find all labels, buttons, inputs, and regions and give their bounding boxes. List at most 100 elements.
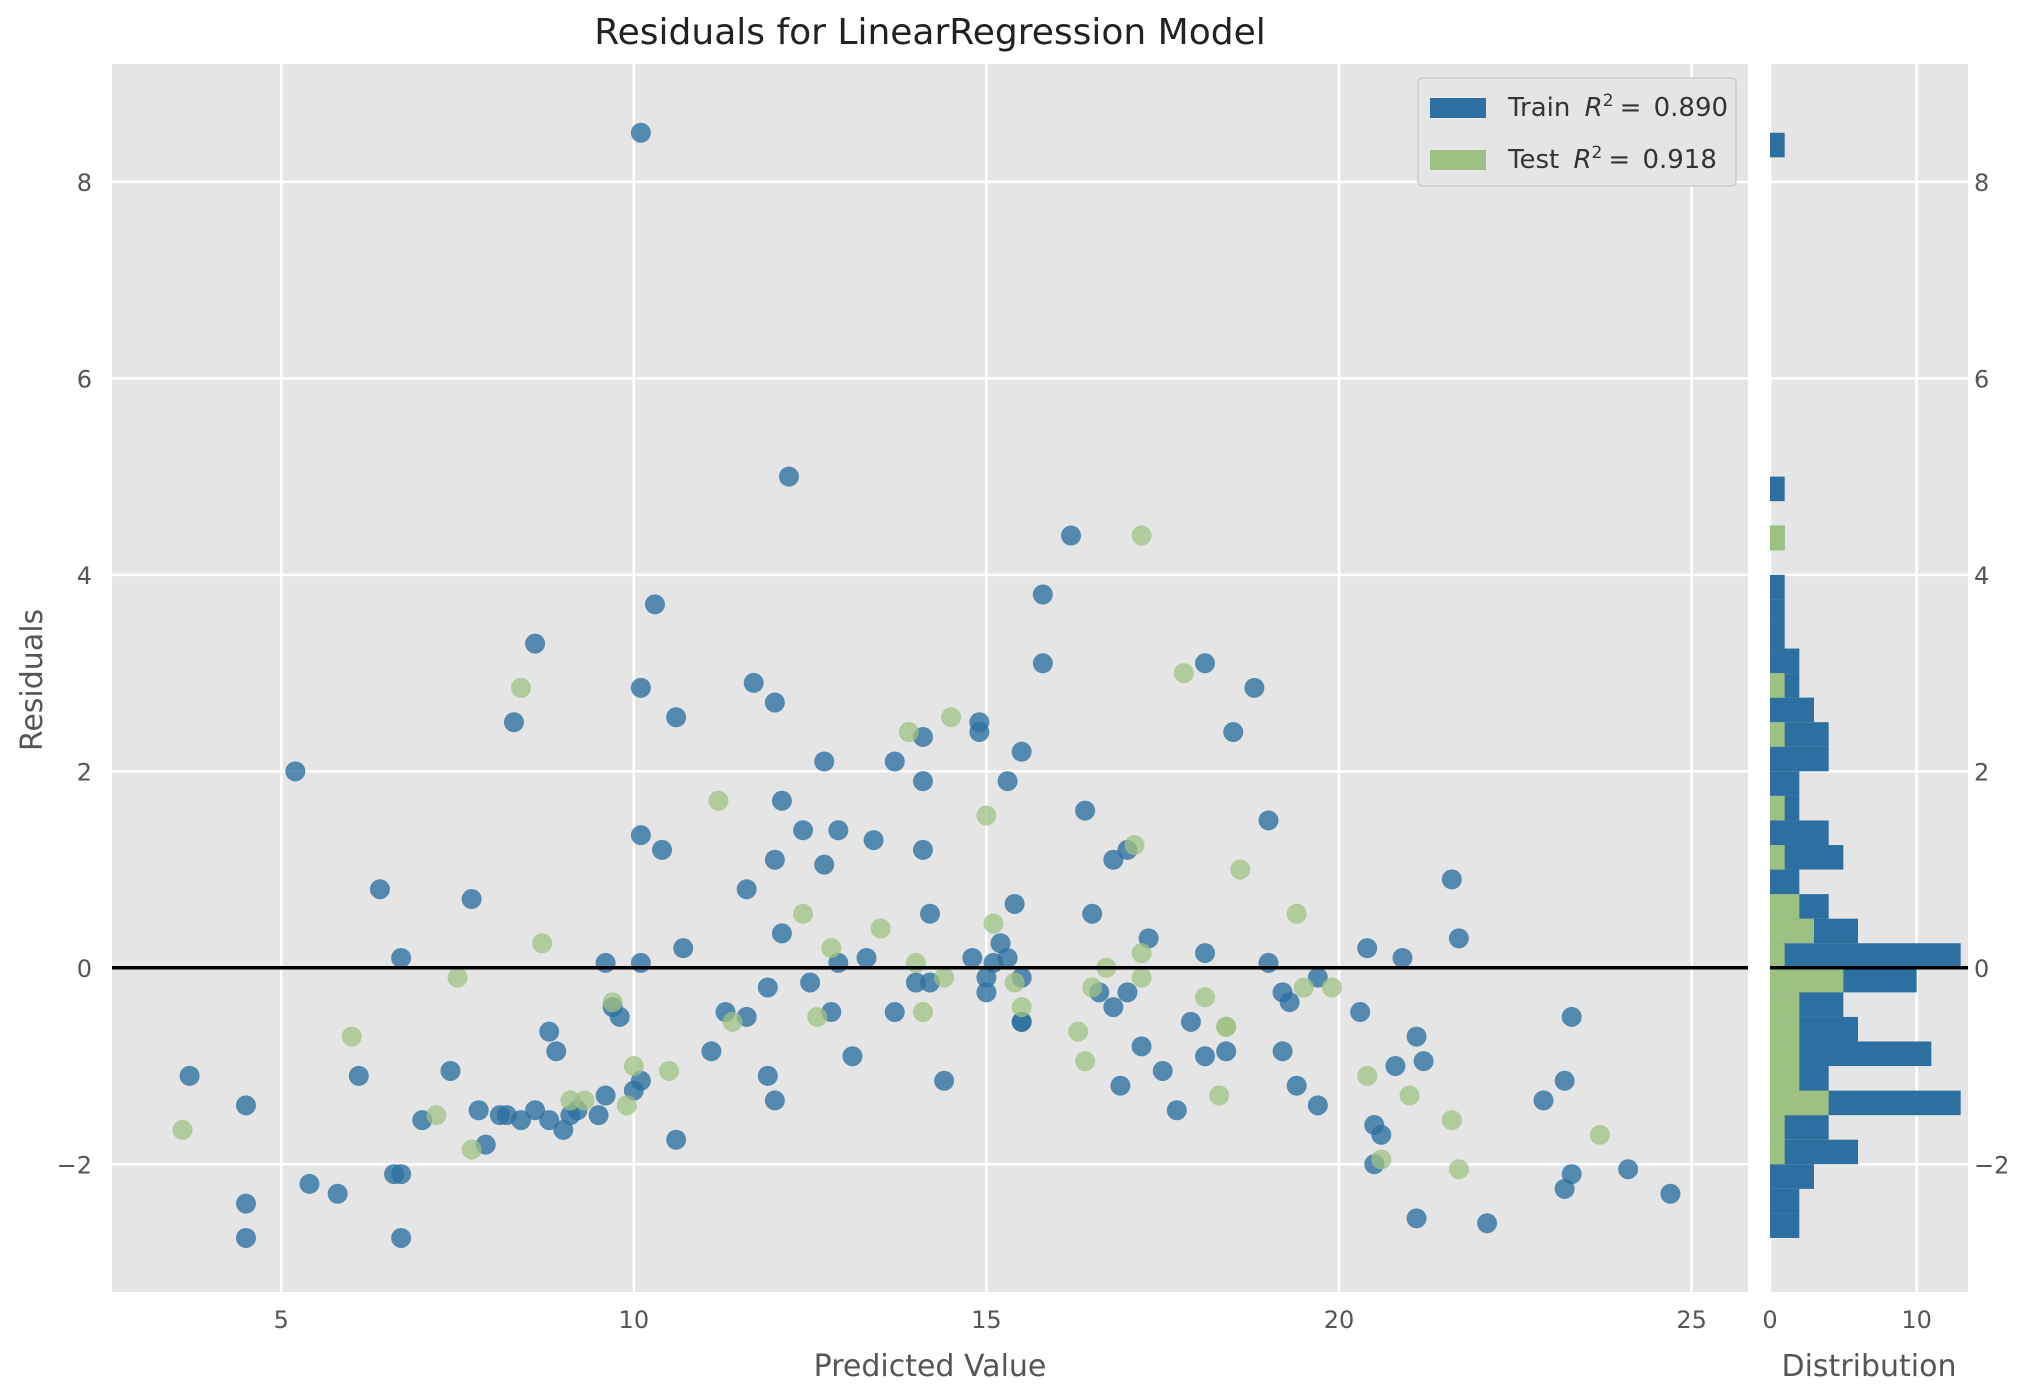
test-point	[574, 1090, 595, 1111]
train-point	[1061, 525, 1082, 546]
histogram-tick-labels: 0 10 −2 0 2 4 6 8	[1762, 169, 2009, 1334]
train-point	[391, 1227, 412, 1248]
train-point	[962, 947, 983, 968]
test-point	[1195, 987, 1216, 1008]
test-point	[1371, 1149, 1392, 1170]
y-axis-label: Residuals	[15, 609, 50, 751]
histogram-bars	[1770, 132, 1961, 1238]
test-point	[934, 967, 955, 988]
test-point	[1293, 977, 1314, 998]
train-point	[863, 830, 884, 851]
train-point	[771, 923, 792, 944]
test-point	[941, 707, 962, 728]
test-point	[1441, 1110, 1462, 1131]
test-histogram-bar	[1770, 795, 1785, 821]
train-point	[912, 839, 933, 860]
train-histogram-bar	[1770, 820, 1829, 846]
train-point	[1223, 722, 1244, 743]
test-histogram-bar	[1770, 1066, 1800, 1091]
test-histogram-bar	[1770, 1090, 1829, 1116]
train-point	[1258, 952, 1279, 973]
test-point	[912, 1002, 933, 1023]
train-point	[525, 1100, 546, 1121]
test-point	[1068, 1021, 1089, 1042]
train-point	[235, 1095, 256, 1116]
test-point	[532, 933, 553, 954]
test-histogram-bar	[1770, 1139, 1785, 1165]
legend-box	[1417, 77, 1737, 187]
train-point	[757, 1065, 778, 1086]
train-histogram-bar	[1770, 869, 1800, 895]
train-point	[440, 1060, 461, 1081]
train-point	[793, 820, 814, 841]
train-point	[743, 672, 764, 693]
test-point	[447, 967, 468, 988]
train-histogram-bar	[1770, 746, 1829, 772]
train-point	[814, 854, 835, 875]
train-point	[666, 707, 687, 728]
hist-y-tick-label: 6	[1974, 365, 1989, 393]
test-point	[821, 938, 842, 959]
train-point	[285, 761, 306, 782]
train-point	[179, 1065, 200, 1086]
test-point	[1448, 1159, 1469, 1180]
train-point	[764, 849, 785, 870]
test-point	[1082, 977, 1103, 998]
train-point	[1554, 1178, 1575, 1199]
train-point	[856, 947, 877, 968]
train-point	[630, 677, 651, 698]
train-point	[1392, 947, 1413, 968]
train-histogram-bar	[1770, 1164, 1814, 1189]
train-point	[235, 1227, 256, 1248]
train-point	[1152, 1060, 1173, 1081]
train-point	[701, 1041, 722, 1062]
test-histogram-bar	[1770, 673, 1785, 698]
legend-test-r2: 0.918	[1642, 145, 1716, 175]
test-point	[616, 1095, 637, 1116]
y-tick-label: −2	[57, 1151, 92, 1179]
legend-swatch-train	[1430, 98, 1486, 118]
test-point	[1131, 967, 1152, 988]
test-histogram-bar	[1770, 918, 1814, 944]
train-point	[1032, 653, 1053, 674]
train-histogram-bar	[1770, 476, 1785, 502]
test-point	[1589, 1124, 1610, 1145]
train-point	[1279, 992, 1300, 1013]
test-point	[1357, 1065, 1378, 1086]
train-point	[1477, 1213, 1498, 1234]
train-point	[1011, 1011, 1032, 1032]
test-point	[1321, 977, 1342, 998]
train-point	[588, 1105, 609, 1126]
train-point	[503, 712, 524, 733]
train-point	[912, 771, 933, 792]
train-point	[1110, 1075, 1131, 1096]
test-point	[1011, 997, 1032, 1018]
legend: Train R2 = 0.890 Test R2 = 0.918	[1417, 77, 1737, 187]
train-point	[976, 982, 997, 1003]
train-point	[553, 1119, 574, 1140]
train-point	[764, 1090, 785, 1111]
test-histogram-bar	[1770, 722, 1785, 747]
test-point	[708, 790, 729, 811]
train-point	[391, 1164, 412, 1185]
train-point	[778, 466, 799, 487]
chart-title: Residuals for LinearRegression Model	[594, 12, 1266, 53]
x-tick-label: 5	[274, 1306, 289, 1334]
test-point	[1124, 835, 1145, 856]
train-point	[369, 879, 390, 900]
train-point	[1441, 869, 1462, 890]
train-point	[976, 967, 997, 988]
train-point	[1131, 1036, 1152, 1057]
hist-x-tick-label: 10	[1901, 1306, 1932, 1334]
train-point	[997, 771, 1018, 792]
x-axis-label: Predicted Value	[814, 1349, 1047, 1384]
train-point	[525, 633, 546, 654]
train-point	[1195, 943, 1216, 964]
test-point	[1075, 1051, 1096, 1072]
train-histogram-bar	[1770, 697, 1814, 723]
train-point	[1554, 1070, 1575, 1091]
test-point	[1004, 972, 1025, 993]
train-point	[842, 1046, 863, 1067]
train-point	[1082, 903, 1103, 924]
